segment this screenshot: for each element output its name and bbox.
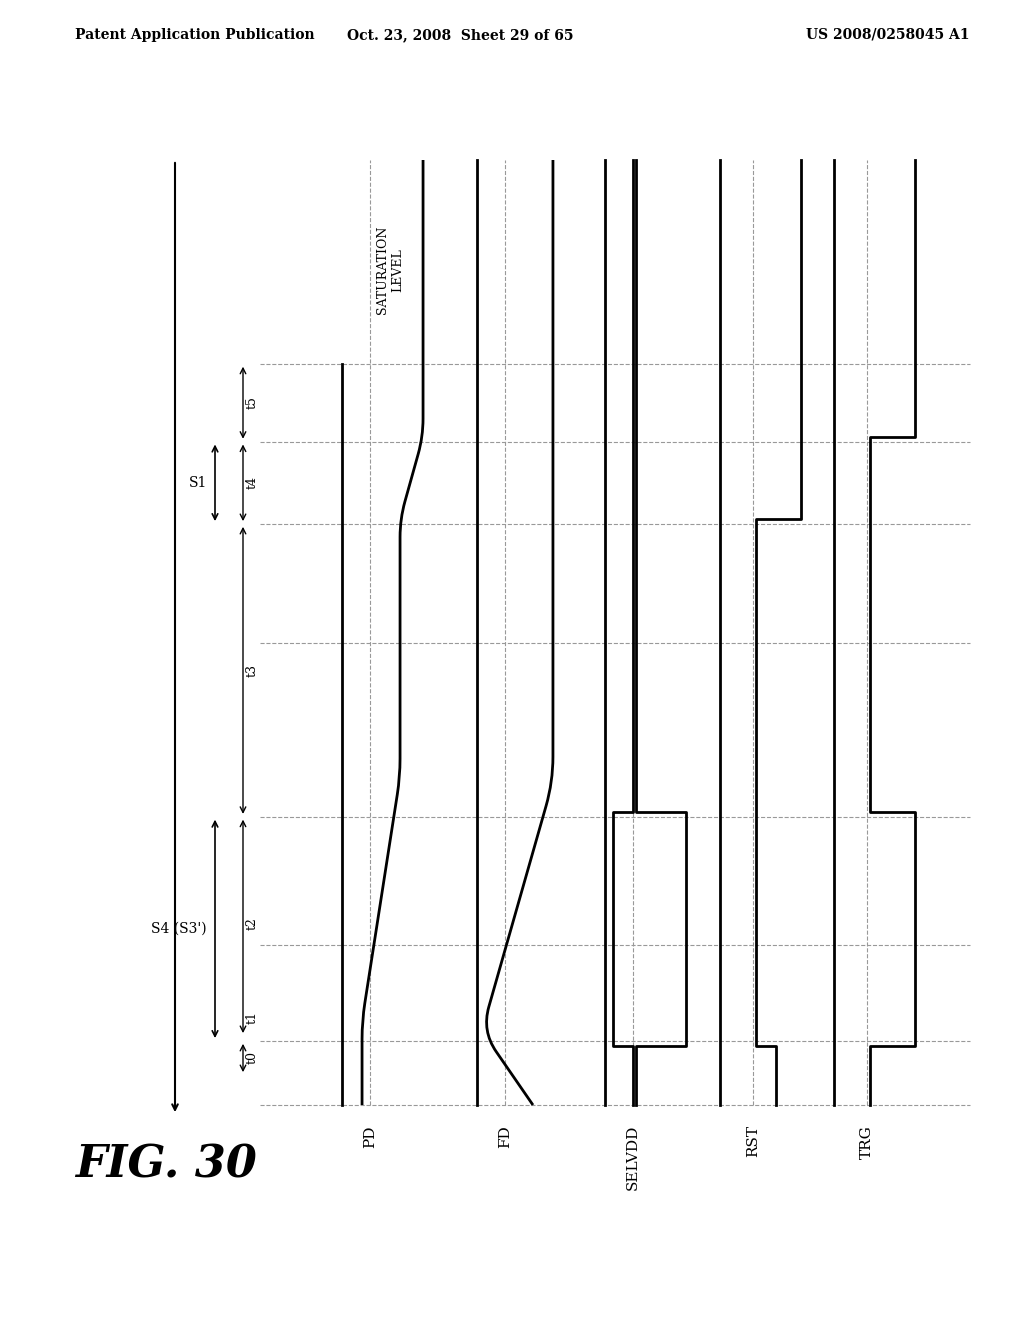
Text: SATURATION
LEVEL: SATURATION LEVEL bbox=[376, 226, 404, 314]
Text: t4: t4 bbox=[246, 477, 259, 490]
Text: Oct. 23, 2008  Sheet 29 of 65: Oct. 23, 2008 Sheet 29 of 65 bbox=[347, 28, 573, 42]
Text: US 2008/0258045 A1: US 2008/0258045 A1 bbox=[807, 28, 970, 42]
Text: S4 (S3'): S4 (S3') bbox=[152, 921, 207, 936]
Text: t5: t5 bbox=[246, 396, 259, 409]
Text: Patent Application Publication: Patent Application Publication bbox=[75, 28, 314, 42]
Text: SELVDD: SELVDD bbox=[626, 1125, 640, 1191]
Text: FD: FD bbox=[498, 1125, 512, 1148]
Text: FIG. 30: FIG. 30 bbox=[75, 1143, 257, 1187]
Text: t1: t1 bbox=[246, 1011, 259, 1024]
Text: t0: t0 bbox=[246, 1052, 259, 1064]
Text: RST: RST bbox=[746, 1125, 761, 1158]
Text: t3: t3 bbox=[246, 664, 259, 677]
Text: TRG: TRG bbox=[860, 1125, 874, 1159]
Text: PD: PD bbox=[364, 1125, 377, 1147]
Text: S1: S1 bbox=[188, 475, 207, 490]
Text: t2: t2 bbox=[246, 917, 259, 931]
